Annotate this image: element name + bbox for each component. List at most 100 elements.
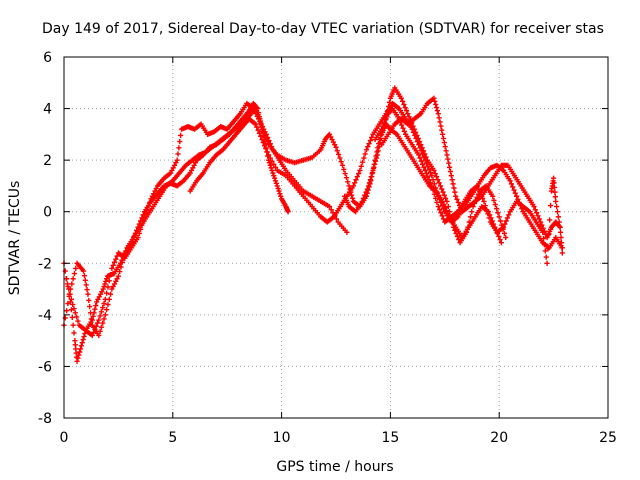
data-point xyxy=(101,316,107,322)
data-point xyxy=(94,320,101,326)
data-point xyxy=(413,135,419,142)
data-point xyxy=(272,164,279,170)
data-point xyxy=(363,189,369,195)
data-point xyxy=(444,198,450,204)
data-point xyxy=(447,168,454,175)
data-point xyxy=(346,183,352,189)
data-point xyxy=(255,105,261,112)
data-point xyxy=(345,179,351,185)
data-point xyxy=(500,224,507,230)
data-point xyxy=(467,214,474,220)
y-tick-label: 2 xyxy=(43,153,52,169)
data-point xyxy=(438,210,444,216)
data-point xyxy=(77,346,84,352)
data-point xyxy=(532,207,538,213)
data-point xyxy=(536,216,542,222)
data-point xyxy=(105,284,111,290)
data-point xyxy=(367,137,373,144)
data-point xyxy=(375,148,381,154)
y-tick-label: -4 xyxy=(38,308,52,324)
data-point xyxy=(104,307,110,313)
data-point xyxy=(442,204,448,211)
data-point xyxy=(507,178,513,184)
data-point xyxy=(139,215,145,221)
data-point xyxy=(285,209,291,215)
plot-frame xyxy=(63,56,609,419)
data-point xyxy=(362,151,368,157)
data-point xyxy=(553,198,559,204)
data-point xyxy=(135,234,141,241)
data-point xyxy=(260,140,266,146)
data-point xyxy=(117,268,123,275)
data-point xyxy=(506,212,512,218)
data-point xyxy=(259,136,265,143)
data-point xyxy=(72,310,78,316)
gridlines xyxy=(64,57,608,418)
data-point xyxy=(74,358,80,364)
data-point xyxy=(406,114,412,120)
data-point xyxy=(542,248,548,254)
data-point xyxy=(433,101,439,108)
data-point xyxy=(69,314,75,321)
data-point xyxy=(141,214,148,220)
data-point xyxy=(551,175,557,181)
data-point xyxy=(443,195,449,201)
data-point xyxy=(443,148,449,154)
x-tick-label: 20 xyxy=(490,430,508,446)
data-point xyxy=(469,209,475,215)
data-point xyxy=(92,306,98,312)
data-point xyxy=(344,229,350,235)
x-tick-label: 5 xyxy=(168,430,177,446)
data-point xyxy=(136,230,142,236)
data-point xyxy=(87,310,94,316)
data-point xyxy=(84,286,90,293)
data-point xyxy=(275,185,281,192)
data-point xyxy=(423,170,430,177)
data-point xyxy=(443,208,450,214)
data-point xyxy=(106,278,112,284)
data-point xyxy=(423,160,430,166)
data-point xyxy=(359,198,365,204)
data-point xyxy=(547,217,553,223)
data-point xyxy=(440,216,447,222)
data-point xyxy=(409,126,415,132)
data-point xyxy=(75,355,81,361)
data-point xyxy=(402,104,408,111)
data-point xyxy=(543,254,549,260)
data-point xyxy=(268,144,275,150)
data-point xyxy=(539,222,545,228)
data-point xyxy=(278,193,284,199)
data-point xyxy=(65,300,71,307)
data-point xyxy=(77,349,83,355)
data-point xyxy=(454,196,460,202)
x-tick-label: 0 xyxy=(60,430,69,446)
data-point xyxy=(267,155,273,161)
data-point xyxy=(111,259,118,265)
data-point xyxy=(366,180,373,186)
data-point xyxy=(109,265,115,272)
data-point xyxy=(425,163,431,169)
data-point xyxy=(441,192,447,198)
data-point xyxy=(437,119,443,125)
data-point xyxy=(101,300,107,307)
data-point xyxy=(366,141,372,147)
data-point xyxy=(503,218,509,224)
data-point xyxy=(493,227,499,233)
data-point xyxy=(341,166,347,173)
data-point xyxy=(446,164,453,170)
data-point xyxy=(420,161,426,167)
data-point xyxy=(367,177,373,183)
data-point xyxy=(433,174,440,180)
data-markers xyxy=(61,85,565,364)
data-point xyxy=(557,229,564,235)
data-point xyxy=(102,296,108,302)
y-tick-label: -2 xyxy=(38,256,52,272)
data-point xyxy=(453,193,459,199)
data-point xyxy=(399,122,405,128)
data-point xyxy=(62,315,68,321)
data-point xyxy=(435,111,441,117)
data-point xyxy=(64,281,71,287)
data-point xyxy=(414,138,420,145)
data-point xyxy=(70,301,76,308)
data-point xyxy=(175,151,181,157)
